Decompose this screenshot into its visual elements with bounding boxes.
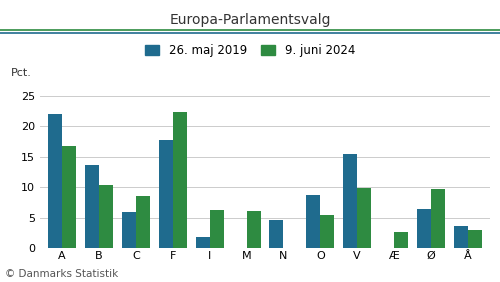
Text: Pct.: Pct.	[11, 68, 32, 78]
Text: © Danmarks Statistik: © Danmarks Statistik	[5, 269, 118, 279]
Bar	[173, 112, 187, 248]
Bar	[85, 165, 99, 248]
Bar	[196, 237, 209, 248]
Bar	[357, 188, 371, 248]
Bar	[417, 209, 431, 248]
Text: Europa-Parlamentsvalg: Europa-Parlamentsvalg	[169, 13, 331, 27]
Bar	[159, 140, 173, 248]
Bar	[394, 232, 408, 248]
Bar	[210, 210, 224, 248]
Bar	[343, 154, 357, 248]
Bar	[270, 219, 283, 248]
Bar	[306, 195, 320, 248]
Bar	[246, 211, 260, 248]
Bar	[454, 226, 468, 248]
Bar	[431, 189, 445, 248]
Bar	[122, 212, 136, 248]
Bar	[320, 215, 334, 248]
Bar	[468, 230, 482, 248]
Legend: 26. maj 2019, 9. juni 2024: 26. maj 2019, 9. juni 2024	[140, 40, 360, 62]
Bar	[48, 114, 62, 248]
Bar	[62, 146, 76, 248]
Bar	[136, 196, 150, 248]
Bar	[99, 185, 113, 248]
